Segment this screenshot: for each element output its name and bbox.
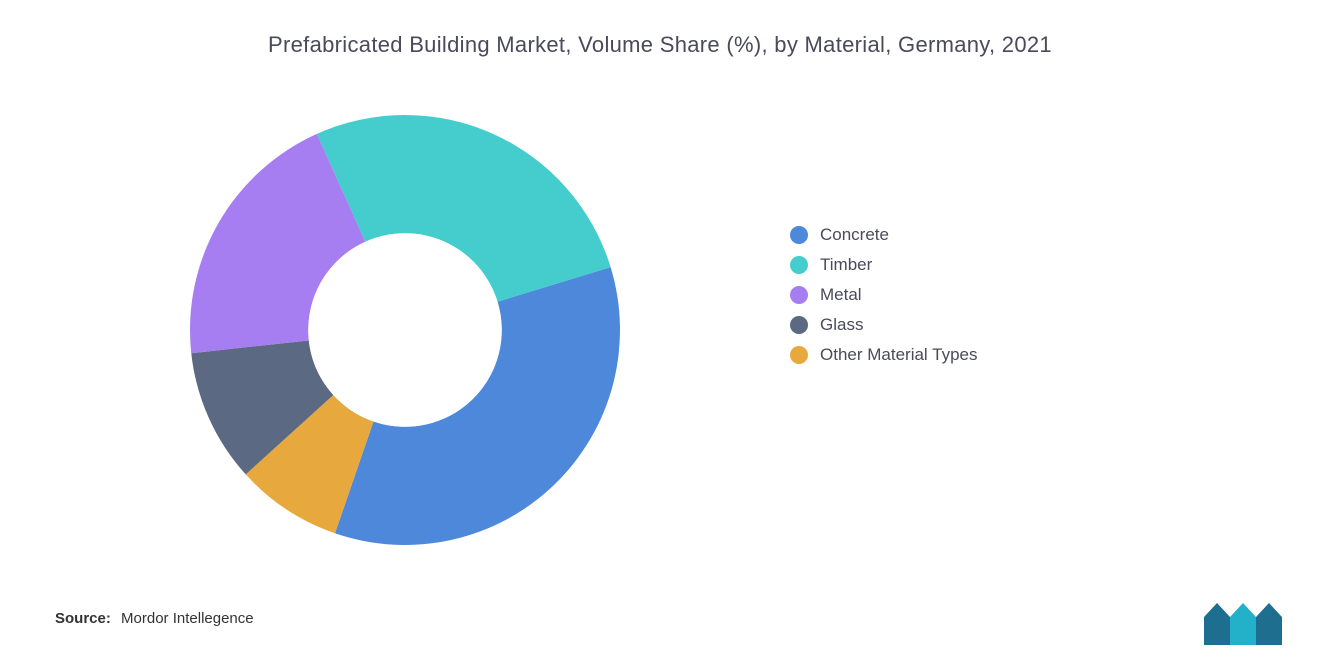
donut-hole [308, 233, 502, 427]
legend-label: Metal [820, 285, 862, 305]
mordor-logo-icon [1204, 603, 1282, 645]
legend-label: Timber [820, 255, 872, 275]
legend-swatch-icon [790, 226, 808, 244]
legend-swatch-icon [790, 256, 808, 274]
legend-swatch-icon [790, 316, 808, 334]
source-text: Mordor Intellegence [121, 610, 254, 627]
legend-item-metal: Metal [790, 285, 977, 305]
donut-chart [190, 115, 620, 545]
donut-svg [190, 115, 620, 545]
source-label: Source: [55, 610, 111, 627]
legend-item-concrete: Concrete [790, 225, 977, 245]
legend-item-glass: Glass [790, 315, 977, 335]
legend-item-other-material-types: Other Material Types [790, 345, 977, 365]
legend-label: Concrete [820, 225, 889, 245]
legend-swatch-icon [790, 286, 808, 304]
legend-swatch-icon [790, 346, 808, 364]
chart-title: Prefabricated Building Market, Volume Sh… [0, 0, 1320, 58]
chart-legend: Concrete Timber Metal Glass Other Material T… [790, 225, 977, 375]
legend-label: Other Material Types [820, 345, 977, 365]
legend-label: Glass [820, 315, 863, 335]
legend-item-timber: Timber [790, 255, 977, 275]
source-attribution: Source: Mordor Intellegence [55, 610, 254, 627]
